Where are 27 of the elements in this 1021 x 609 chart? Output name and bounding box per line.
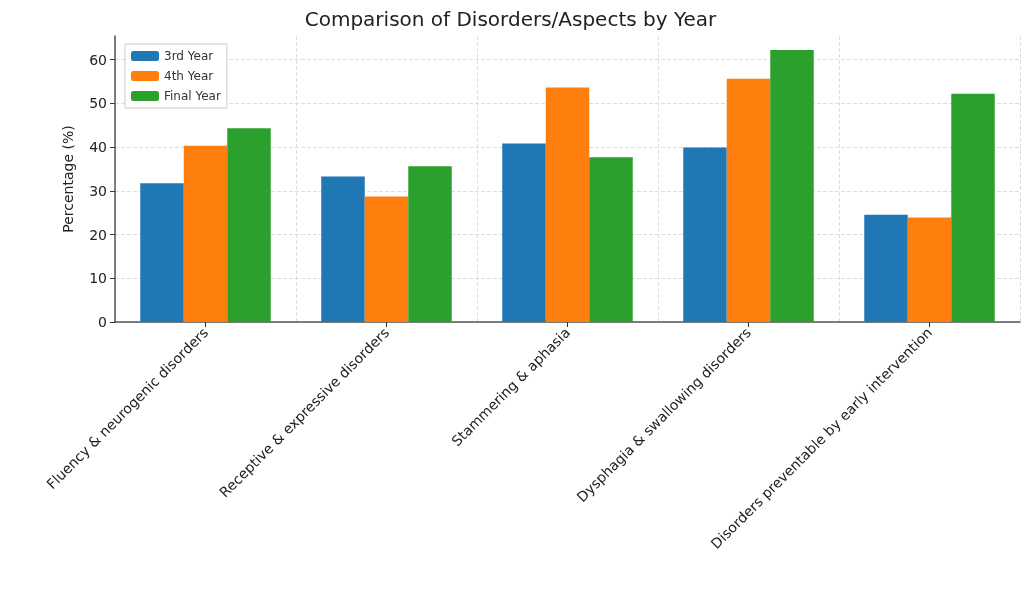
bar <box>589 157 633 322</box>
bar <box>408 166 452 322</box>
chart-title: Comparison of Disorders/Aspects by Year <box>304 7 718 31</box>
y-tick-label: 10 <box>89 270 107 287</box>
y-axis-title: Percentage (%) <box>60 125 76 233</box>
y-tick-label: 0 <box>98 314 107 330</box>
legend-label: 4th Year <box>164 69 214 83</box>
bar <box>140 183 184 322</box>
bar <box>951 93 995 322</box>
y-tick-label: 60 <box>89 51 107 68</box>
bar <box>545 87 590 322</box>
bar <box>183 145 228 322</box>
y-tick-label: 20 <box>89 226 107 243</box>
bar <box>907 217 952 322</box>
bar <box>502 143 546 322</box>
legend-label: 3rd Year <box>164 49 214 63</box>
y-tick-label: 30 <box>89 182 107 199</box>
y-tick-label: 50 <box>89 95 107 112</box>
bar <box>321 176 365 322</box>
bar <box>864 214 908 322</box>
bar <box>683 147 727 322</box>
legend-label: Final Year <box>164 89 221 103</box>
bar <box>770 49 814 322</box>
bar <box>364 196 409 322</box>
y-tick-label: 40 <box>89 139 107 156</box>
bar <box>227 128 271 322</box>
bar <box>726 78 771 322</box>
